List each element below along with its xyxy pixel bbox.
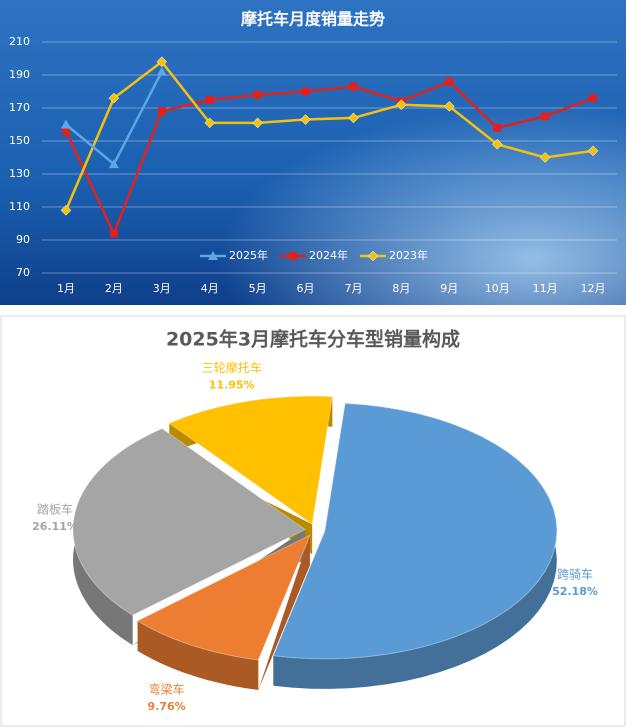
marker	[493, 123, 502, 132]
slice	[136, 534, 311, 661]
marker	[204, 117, 216, 129]
x-tick-label: 5月	[249, 282, 267, 295]
x-tick-label: 3月	[153, 282, 171, 295]
marker	[60, 204, 72, 216]
marker	[205, 95, 214, 104]
slice-wall	[137, 535, 310, 690]
x-tick-label: 8月	[392, 282, 410, 295]
x-tick-label: 7月	[344, 282, 362, 295]
line-title: 摩托车月度销量走势	[241, 10, 385, 29]
legend-label: 2024年	[309, 248, 348, 262]
marker	[539, 152, 551, 163]
panel-glow	[0, 0, 626, 305]
y-tick-label: 110	[9, 200, 30, 213]
slice-value-label: 11.95%	[209, 379, 255, 392]
x-tick-label: 6月	[297, 282, 315, 295]
x-tick-label: 10月	[485, 282, 510, 295]
marker	[252, 117, 263, 129]
legend-label: 2025年	[229, 248, 268, 262]
y-tick-label: 150	[9, 134, 30, 147]
series-line	[64, 80, 594, 237]
marker	[108, 92, 120, 104]
y-tick-label: 70	[16, 266, 30, 279]
slice-value-label: 26.11%	[32, 520, 78, 533]
marker	[109, 229, 118, 238]
x-tick-label: 1月	[57, 282, 75, 295]
slice-value-label: 9.76%	[148, 700, 186, 713]
marker	[208, 251, 218, 260]
marker	[348, 112, 359, 124]
marker	[108, 159, 119, 169]
y-tick-label: 130	[9, 167, 30, 180]
y-tick-label: 170	[9, 101, 30, 114]
marker	[589, 94, 598, 103]
x-tick-label: 11月	[533, 282, 558, 295]
marker	[443, 100, 455, 112]
marker	[367, 250, 379, 262]
y-tick-label: 90	[16, 233, 30, 246]
marker	[301, 87, 310, 96]
marker	[396, 99, 407, 111]
marker	[349, 82, 358, 91]
slice	[168, 395, 333, 526]
legend-label: 2023年	[389, 248, 428, 262]
slice-label: 三轮摩托车	[202, 360, 262, 375]
slice	[272, 402, 558, 660]
marker	[491, 138, 503, 150]
marker	[445, 77, 454, 86]
x-tick-label: 4月	[201, 282, 219, 295]
pie-title: 2025年3月摩托车分车型销量构成	[166, 328, 460, 351]
marker	[289, 252, 297, 260]
marker	[300, 114, 311, 125]
marker	[253, 90, 262, 99]
y-tick-label: 190	[9, 68, 30, 81]
x-tick-label: 12月	[581, 282, 606, 295]
x-tick-label: 9月	[440, 282, 458, 295]
series-line	[64, 60, 594, 211]
slice	[72, 428, 307, 616]
slice-label: 跨骑车	[557, 567, 593, 582]
y-tick-label: 210	[9, 35, 30, 48]
slice-wall	[273, 403, 557, 689]
marker	[157, 107, 166, 116]
slice-label: 踏板车	[37, 501, 73, 516]
x-tick-label: 2月	[105, 282, 123, 295]
marker	[541, 112, 550, 121]
marker	[60, 119, 71, 129]
slice-label: 弯梁车	[149, 681, 185, 696]
marker	[587, 145, 599, 157]
marker	[156, 66, 167, 76]
marker	[61, 127, 70, 136]
slice-value-label: 52.18%	[552, 585, 598, 598]
